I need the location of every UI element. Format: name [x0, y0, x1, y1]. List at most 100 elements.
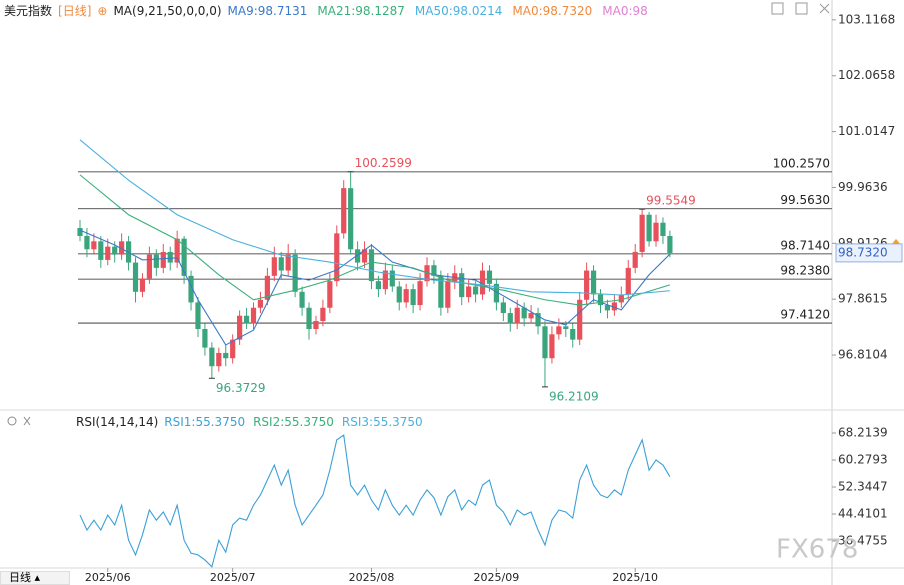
y-tick-label: 102.0658 [838, 68, 895, 82]
candle-body [119, 241, 125, 255]
candle-body [466, 286, 472, 298]
candle-body [472, 286, 479, 295]
candle-body [403, 289, 409, 303]
y-tick-label: 101.0147 [838, 124, 895, 138]
candle-body [549, 334, 555, 359]
candle-body [84, 235, 90, 250]
y-tick-label: 103.1168 [838, 12, 895, 26]
series-line [79, 174, 671, 306]
candle-body [528, 313, 534, 319]
level-label: 98.7140 [780, 238, 830, 252]
candle-body [139, 278, 146, 292]
candle-body [202, 329, 208, 348]
settings-icon[interactable] [7, 416, 17, 426]
candle-body [653, 222, 659, 242]
y-tick-label: 97.8615 [838, 292, 888, 306]
candle-body [368, 249, 375, 282]
y-tick-label: 44.4101 [838, 507, 888, 521]
candle-body [590, 270, 597, 295]
y-tick-label: 96.8104 [838, 348, 888, 362]
legend-title: 美元指数 [4, 4, 53, 18]
legend-item: RSI1:55.3750 [164, 415, 246, 429]
candle-body [334, 233, 340, 282]
candle-body [153, 254, 159, 268]
candle-body [209, 347, 215, 367]
candle-body [160, 251, 166, 268]
legend-indicator: MA(9,21,50,0,0,0) [113, 3, 222, 18]
candle-body [285, 254, 291, 271]
annotation-label: 96.2109 [549, 389, 599, 403]
candle-body [264, 275, 270, 300]
candle-body [77, 228, 83, 236]
candle-body [479, 270, 486, 295]
series-line [79, 229, 671, 346]
candle-body [514, 307, 520, 324]
x-tick-label: 2025/09 [474, 571, 520, 584]
candle-body [91, 241, 97, 250]
level-label: 100.2570 [773, 156, 830, 170]
icon[interactable] [771, 2, 784, 15]
period-tab[interactable]: 日线 ▴ [0, 571, 70, 585]
y-tick-label: 52.3447 [838, 480, 888, 494]
candle-body [535, 313, 541, 327]
close-icon[interactable] [819, 3, 830, 14]
candle-body [507, 313, 513, 324]
candle-body [257, 299, 264, 308]
candle-body [563, 326, 569, 330]
candle-body [278, 257, 284, 271]
level-label: 99.5630 [780, 193, 830, 207]
candle-body [174, 238, 180, 263]
candle-body [445, 281, 451, 308]
price-tag-label: 98.7320 [838, 245, 888, 259]
candle-body [361, 249, 368, 263]
candle-body [410, 289, 416, 306]
legend-title: RSI(14,14,14) [76, 415, 159, 429]
candle-body [306, 307, 312, 330]
candle-body [632, 251, 638, 268]
candle-body [216, 352, 222, 367]
candle-body [348, 188, 354, 250]
candle-body [382, 270, 388, 290]
candle-body [355, 249, 361, 263]
candle-body [618, 294, 624, 303]
candle-body [105, 246, 111, 260]
legend-item: MA0:98.7320 [512, 3, 593, 18]
add-icon[interactable]: ⊕ [97, 3, 108, 18]
annotation-label: 96.3729 [216, 381, 266, 395]
candle-body [667, 235, 673, 254]
candle-body [375, 281, 382, 290]
candle-body [327, 281, 333, 308]
x-tick-label: 2025/06 [85, 571, 131, 584]
y-tick-label: 99.9636 [838, 180, 888, 194]
candle-body [660, 222, 666, 236]
candle-body [570, 329, 576, 340]
candle-body [188, 275, 194, 303]
y-tick-label: 60.2793 [838, 453, 888, 467]
candle-body [146, 254, 152, 279]
icon[interactable] [795, 2, 808, 15]
rsi-legend: RSI(14,14,14) RSI1:55.3750 RSI2:55.3750 RS… [76, 415, 423, 429]
close-icon[interactable] [23, 416, 31, 426]
candle-body [243, 315, 250, 324]
x-tick-label: 2025/07 [210, 571, 256, 584]
candle-body [389, 270, 395, 287]
legend-period[interactable]: [日线] [58, 4, 92, 18]
candle-body [459, 273, 465, 298]
level-label: 97.4120 [780, 308, 830, 322]
tab-label[interactable]: 日线 [9, 571, 31, 584]
legend-item: MA21:98.1287 [317, 3, 405, 18]
candle-body [597, 294, 604, 306]
x-tick-label: 2025/10 [612, 571, 658, 584]
candle-body [417, 281, 423, 306]
watermark: FX678 [776, 535, 858, 565]
candle-body [493, 283, 499, 303]
candle-body [112, 246, 118, 255]
candle-body [341, 188, 347, 234]
candle-body [98, 241, 104, 260]
legend-item: MA9:98.7131 [227, 3, 308, 18]
candle-body [556, 326, 562, 335]
candle-body [167, 251, 173, 263]
candle-body [500, 302, 506, 314]
legend-item: RSI2:55.3750 [253, 415, 334, 429]
